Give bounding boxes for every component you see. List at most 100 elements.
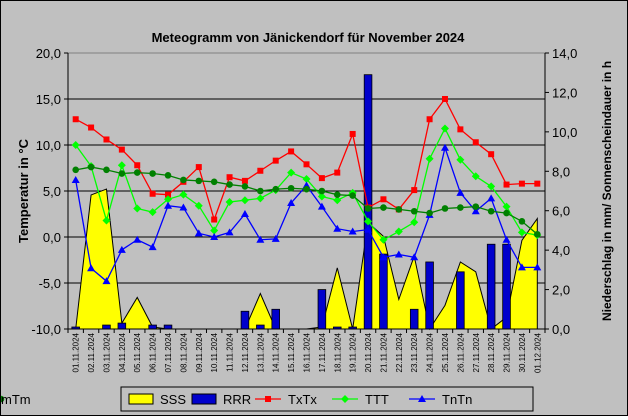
rrr-bar — [409, 308, 419, 330]
x-tick-label: 13.11.2024 — [256, 332, 265, 372]
legend-label: RRR — [223, 392, 251, 407]
point-marker — [133, 169, 141, 176]
y-left-tick-label: 5,0 — [43, 184, 61, 199]
point-marker — [517, 228, 526, 237]
point-marker — [226, 181, 233, 188]
rrr-bar — [256, 324, 265, 330]
x-tick-label: 06.11.2024 — [149, 332, 158, 372]
x-tick-label: 05.11.2024 — [133, 332, 142, 372]
rrr-bar — [317, 289, 327, 330]
point-marker — [148, 243, 157, 251]
point-marker — [534, 230, 541, 238]
point-marker — [457, 204, 464, 211]
point-marker — [195, 177, 203, 185]
x-tick-label: 23.11.2024 — [410, 332, 419, 372]
y-left-tick-label: -5,0 — [39, 276, 61, 291]
point-marker — [380, 196, 387, 203]
point-marker — [272, 185, 280, 193]
y-left-tick-label: 20,0 — [36, 46, 61, 61]
point-marker — [303, 161, 310, 168]
point-marker — [333, 224, 342, 232]
point-marker — [394, 227, 403, 236]
series-mtm — [72, 163, 541, 238]
x-tick-label: 02.11.2024 — [87, 332, 96, 372]
point-marker — [440, 124, 449, 133]
point-marker — [533, 263, 542, 271]
point-marker — [457, 126, 464, 133]
rrr-bar — [379, 253, 388, 330]
point-marker — [341, 395, 349, 403]
point-marker — [488, 151, 495, 158]
x-tick-label: 19.11.2024 — [349, 332, 358, 372]
point-marker — [194, 229, 203, 237]
x-axis: 01.11.2024 02.11.2024 03.11.2024 04.11.2024… — [67, 328, 546, 373]
x-tick-label: 17.11.2024 — [318, 332, 327, 372]
point-marker — [102, 277, 111, 285]
point-marker — [117, 245, 126, 253]
point-marker — [87, 264, 96, 272]
y-right-tick-label: 8,0 — [552, 164, 570, 179]
point-marker — [471, 172, 480, 181]
x-tick-label: 11.11.2024 — [226, 332, 235, 371]
point-marker — [364, 205, 372, 212]
point-marker — [410, 207, 418, 215]
point-marker — [471, 207, 480, 215]
point-marker — [395, 206, 403, 213]
point-marker — [440, 143, 449, 151]
point-marker — [195, 164, 202, 171]
point-marker — [257, 167, 264, 174]
point-marker — [487, 182, 496, 191]
point-marker — [164, 201, 173, 209]
point-marker — [472, 203, 480, 210]
x-tick-label: 21.11.2024 — [379, 332, 388, 372]
point-marker — [225, 228, 234, 236]
point-marker — [133, 204, 142, 213]
y-left-tick-label: 0,0 — [43, 230, 61, 245]
point-marker — [487, 194, 496, 202]
point-marker — [503, 209, 510, 217]
point-marker — [410, 253, 419, 261]
point-marker — [118, 146, 125, 153]
point-marker — [518, 218, 526, 225]
point-marker — [379, 235, 388, 244]
point-marker — [211, 216, 218, 223]
point-marker — [210, 226, 219, 235]
point-marker — [102, 216, 111, 225]
point-marker — [425, 154, 434, 163]
point-marker — [240, 196, 249, 205]
rrr-bar — [102, 324, 111, 330]
point-marker — [71, 175, 80, 183]
point-marker — [265, 396, 271, 402]
x-tick-label: 28.11.2024 — [487, 332, 496, 372]
x-tick-label: 29.11.2024 — [503, 332, 512, 372]
point-marker — [534, 180, 541, 187]
point-marker — [349, 130, 356, 137]
y-left-tick-label: 15,0 — [36, 92, 61, 107]
x-tick-label: 26.11.2024 — [456, 332, 465, 372]
point-marker — [348, 227, 357, 235]
point-marker — [418, 395, 426, 402]
x-tick-label: 30.11.2024 — [518, 332, 527, 372]
point-marker — [134, 162, 141, 169]
point-marker — [318, 187, 326, 195]
y-axis-left-label: Temperatur in °C — [16, 138, 31, 243]
point-marker — [503, 181, 510, 188]
point-marker — [117, 161, 126, 170]
point-marker — [441, 96, 448, 102]
point-marker — [518, 180, 525, 187]
point-marker — [287, 198, 296, 206]
point-marker — [210, 178, 218, 186]
point-marker — [441, 205, 449, 212]
legend-swatch-rrr — [191, 393, 217, 405]
point-marker — [318, 175, 325, 182]
point-marker — [256, 235, 265, 243]
x-tick-label: 22.11.2024 — [395, 332, 404, 372]
rrr-bar — [240, 310, 250, 330]
point-marker — [502, 235, 511, 243]
point-marker — [317, 192, 326, 201]
point-marker — [411, 187, 418, 194]
point-marker — [364, 217, 373, 226]
x-tick-label: 25.11.2024 — [441, 332, 450, 372]
x-tick-label: 01.11.2024 — [72, 332, 81, 372]
